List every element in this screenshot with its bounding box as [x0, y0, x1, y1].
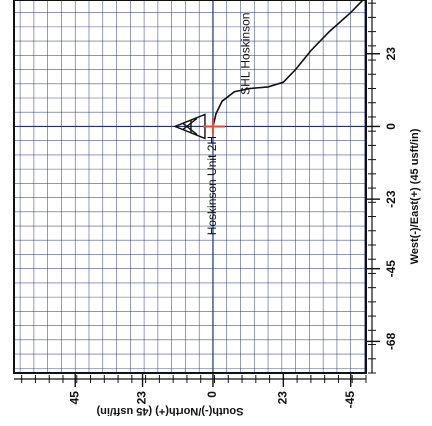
north-tick-label: 45 — [67, 391, 81, 405]
north-axis-label: South(-)/North(+) (45 usft/in) — [96, 405, 243, 417]
wellpath-line — [213, 0, 369, 126]
east-tick-label: -23 — [384, 190, 398, 208]
east-tick-label: 0 — [384, 123, 398, 130]
east-tick-label: 23 — [384, 47, 398, 61]
north-tick-label: -45 — [343, 391, 357, 409]
well-annotation: Hoskinson Unit 2H — [205, 136, 219, 235]
east-tick-label: -68 — [384, 332, 398, 350]
grid — [14, 0, 366, 373]
plot-border — [14, 0, 366, 373]
north-tick-label: 23 — [135, 391, 149, 405]
plot-frame — [14, 0, 372, 379]
east-axis-label: West(-)/East(+) (45 usft/in) — [409, 128, 421, 264]
series — [175, 0, 369, 138]
well-annotation: SHL Hoskinson — [239, 13, 253, 95]
east-tick-label: -45 — [384, 260, 398, 278]
north-tick-label: 23 — [276, 391, 290, 405]
north-tick-label: 0 — [205, 391, 219, 398]
